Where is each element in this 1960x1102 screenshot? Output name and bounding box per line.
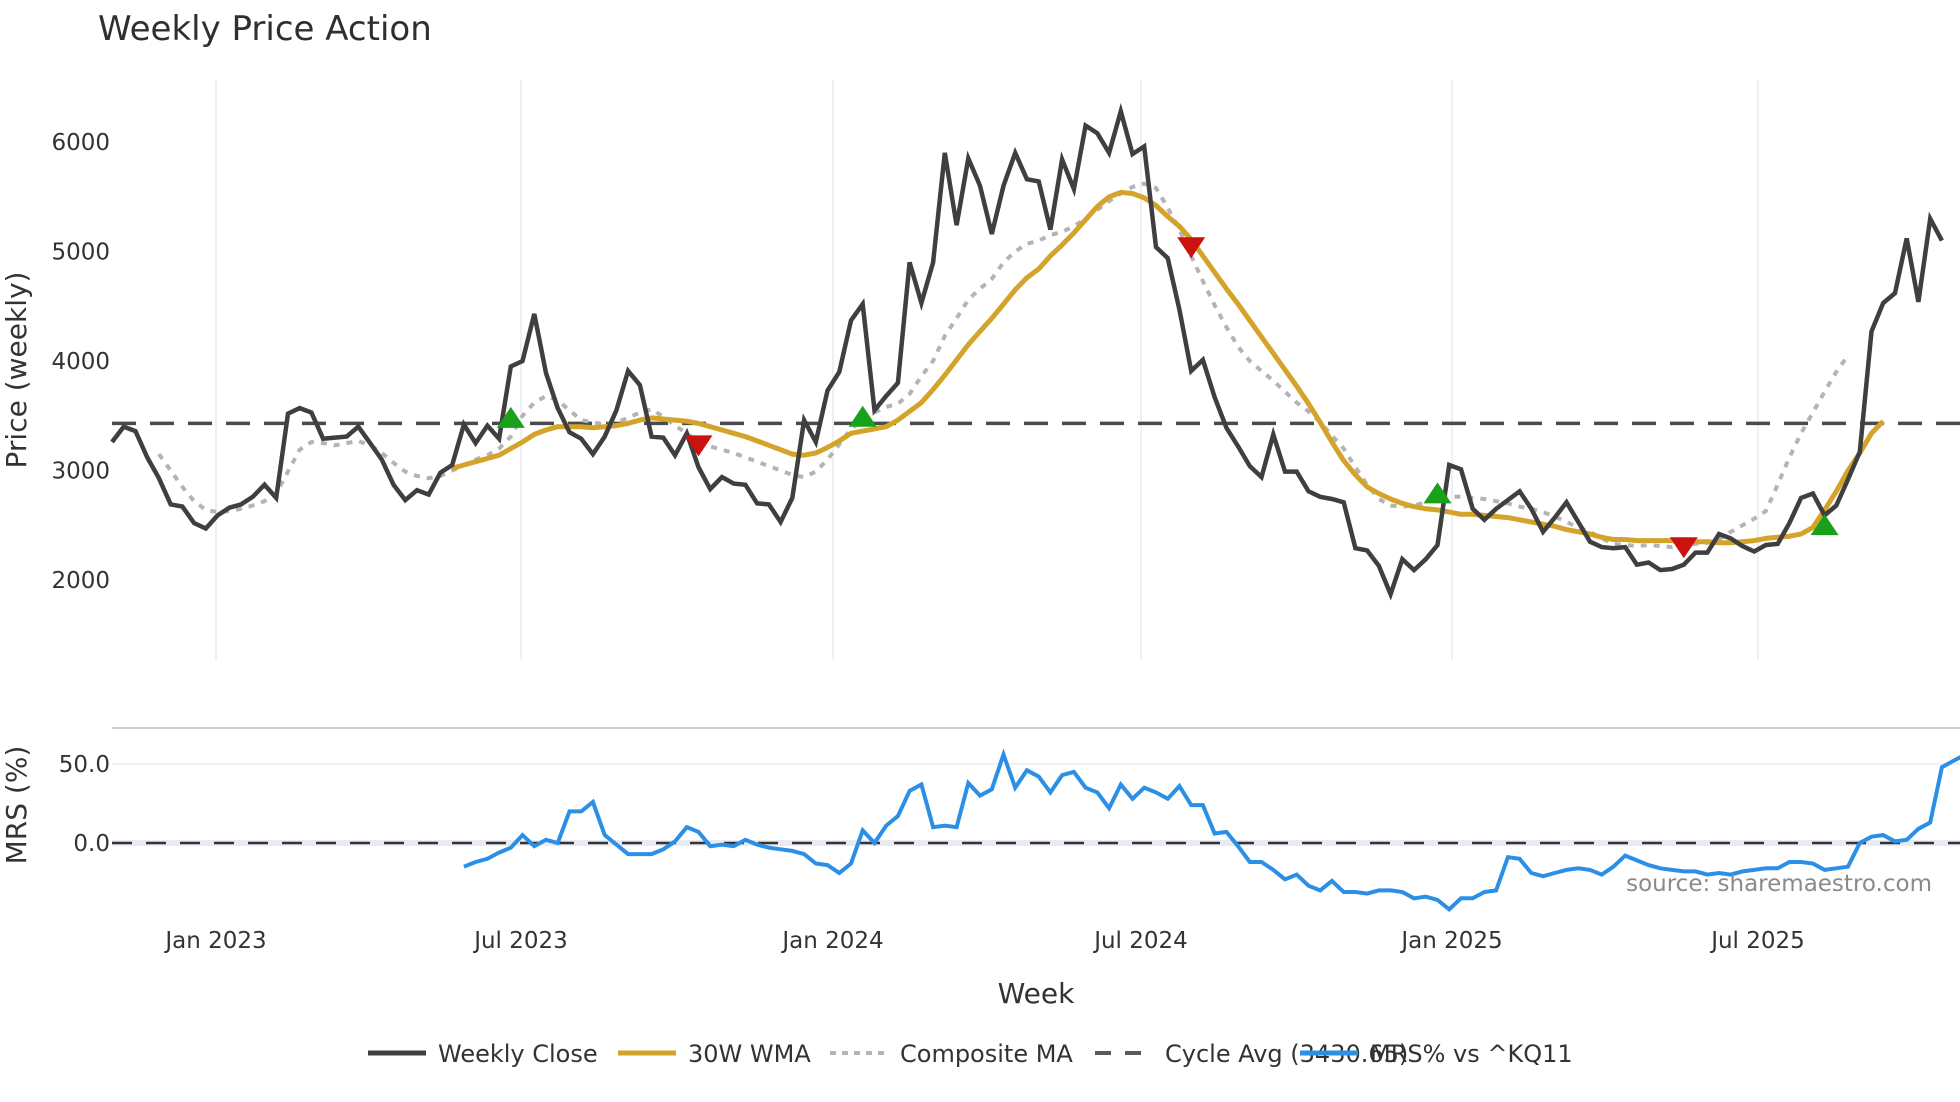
price-y-tick: 6000 bbox=[51, 130, 110, 156]
buy-signal-triangle-up-icon bbox=[1810, 514, 1839, 536]
x-tick-label: Jul 2024 bbox=[1092, 928, 1188, 954]
weekly-close-line bbox=[110, 102, 1944, 601]
price-y-tick: 4000 bbox=[51, 349, 110, 375]
buy-signal-triangle-up-icon bbox=[848, 405, 877, 427]
price-y-tick: 3000 bbox=[51, 459, 110, 485]
x-axis-ticks: Jan 2023 Jul 2023 Jan 2024 Jul 2024 Jan 2025… bbox=[163, 928, 1804, 954]
legend-label: Cycle Avg (3430.65) bbox=[1165, 1040, 1408, 1068]
price-y-tick: 2000 bbox=[51, 568, 110, 594]
x-axis-label: Week bbox=[998, 977, 1075, 1010]
chart-title: Weekly Price Action bbox=[98, 9, 432, 49]
x-tick-label: Jan 2025 bbox=[1399, 928, 1502, 954]
buy-signal-triangle-up-icon bbox=[1423, 482, 1452, 504]
x-tick-label: Jul 2025 bbox=[1709, 928, 1805, 954]
source-attribution: source: sharemaestro.com bbox=[1626, 871, 1932, 897]
mrs-y-ticks: 0.0 50.0 bbox=[59, 752, 110, 857]
mrs-y-tick: 0.0 bbox=[73, 831, 110, 857]
x-tick-label: Jul 2023 bbox=[472, 928, 568, 954]
price-y-tick: 5000 bbox=[51, 240, 110, 266]
sell-signal-triangle-down-icon bbox=[1177, 237, 1206, 259]
sell-signal-triangle-down-icon bbox=[684, 435, 713, 457]
legend-item-mrs: MRS% vs ^KQ11 bbox=[1300, 1040, 1573, 1068]
legend-label: MRS% vs ^KQ11 bbox=[1370, 1040, 1573, 1068]
x-tick-label: Jan 2024 bbox=[780, 928, 883, 954]
sell-signal-triangle-down-icon bbox=[1669, 537, 1698, 559]
mrs-y-axis-label: MRS (%) bbox=[0, 746, 33, 865]
price-y-ticks: 2000 3000 4000 5000 6000 bbox=[51, 130, 110, 594]
legend-item-composite-ma: Composite MA bbox=[830, 1040, 1073, 1068]
signal-markers bbox=[496, 237, 1839, 559]
price-grid bbox=[215, 80, 1759, 660]
buy-signal-triangle-up-icon bbox=[496, 406, 525, 428]
legend-label: Composite MA bbox=[900, 1040, 1073, 1068]
legend-item-wma30: 30W WMA bbox=[618, 1040, 811, 1068]
wma30-line bbox=[451, 189, 1885, 546]
legend-label: 30W WMA bbox=[688, 1040, 811, 1068]
mrs-y-tick: 50.0 bbox=[59, 752, 110, 778]
x-tick-label: Jan 2023 bbox=[163, 928, 266, 954]
price-y-axis-label: Price (weekly) bbox=[0, 272, 33, 469]
legend-item-weekly-close: Weekly Close bbox=[368, 1040, 598, 1068]
legend-label: Weekly Close bbox=[438, 1040, 598, 1068]
legend: Weekly Close 30W WMA Composite MA Cycle Avg… bbox=[368, 1040, 1573, 1068]
legend-item-cycle-avg: Cycle Avg (3430.65) bbox=[1095, 1040, 1408, 1068]
mrs-grid bbox=[112, 763, 1960, 846]
mrs-line bbox=[463, 748, 1960, 913]
